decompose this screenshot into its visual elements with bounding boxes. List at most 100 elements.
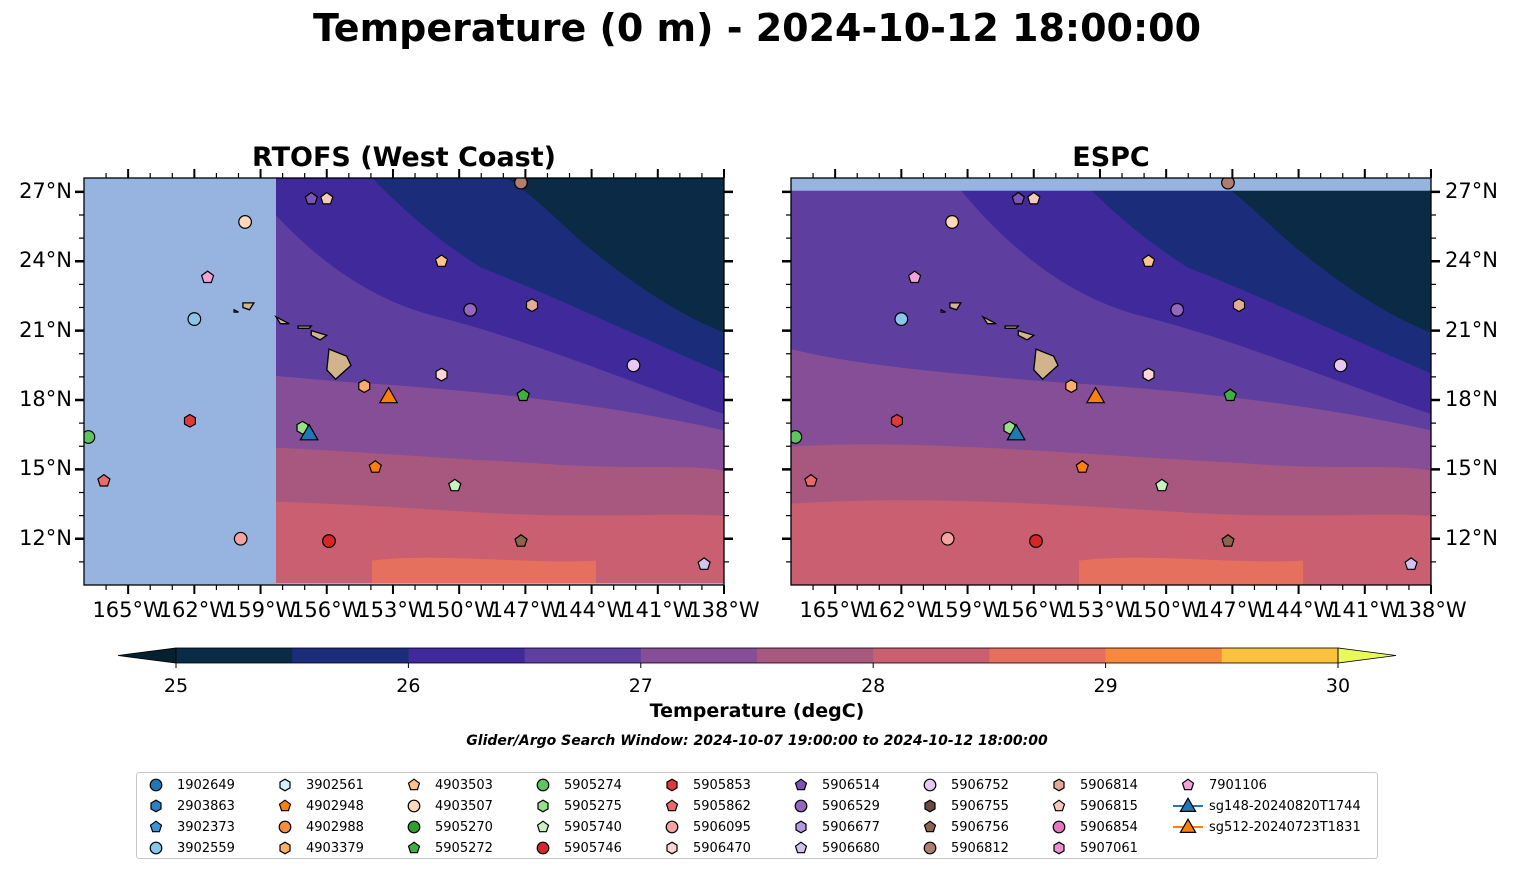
legend-item: 5906095 (655, 817, 751, 837)
legend-circle-icon (794, 799, 808, 813)
legend-marker (666, 778, 678, 792)
float-marker-5905853 (890, 413, 904, 428)
map-panel-espc (791, 178, 1431, 585)
legend-circle-icon (1052, 820, 1066, 834)
legend-hexagon-icon (666, 841, 678, 855)
x-tick-label: 144°W (555, 598, 628, 622)
legend-marker (278, 820, 292, 834)
colorbar-tick-label: 29 (1094, 675, 1118, 697)
x-tick-label: 144°W (1262, 598, 1335, 622)
legend-pentagon-icon (794, 841, 808, 854)
legend-label: 5905746 (564, 840, 622, 856)
y-tick-label: 18°N (19, 387, 72, 411)
colorbar-tick-label: 28 (861, 675, 885, 697)
legend-item: 3902559 (139, 838, 235, 858)
x-tick-label: 156°W (291, 598, 363, 622)
x-tick-label: 165°W (92, 598, 164, 622)
legend-item: 4902988 (268, 817, 364, 837)
colorbar-segment (640, 648, 758, 663)
legend-item: 5905853 (655, 775, 751, 795)
float-marker-5906814 (525, 298, 539, 313)
legend-label: 5905862 (693, 798, 751, 814)
legend: 1902649 2903863 3902373 3902559 3902561 49029… (136, 772, 1378, 859)
legend-item: 1902649 (139, 775, 235, 795)
legend-item: 5906756 (913, 817, 1009, 837)
legend-hexagon-icon (1053, 778, 1065, 792)
legend-label: 2903863 (177, 798, 235, 814)
legend-item: 5905275 (526, 796, 622, 816)
legend-label: 5906514 (822, 777, 880, 793)
legend-label: 4902988 (306, 819, 364, 835)
legend-label: 4903507 (435, 798, 493, 814)
legend-label: 5906470 (693, 840, 751, 856)
colorbar-segment (1221, 648, 1339, 663)
legend-label: 3902373 (177, 819, 235, 835)
legend-marker (1052, 799, 1066, 812)
legend-marker (665, 799, 679, 812)
legend-label: 5906752 (951, 777, 1009, 793)
legend-pentagon-icon (1052, 799, 1066, 812)
legend-pentagon-icon (149, 820, 163, 833)
legend-item: 5906529 (784, 796, 880, 816)
legend-label: 5907061 (1080, 840, 1138, 856)
float-marker-4903379 (358, 379, 371, 394)
x-tick-label: 141°W (622, 598, 694, 622)
legend-marker (923, 841, 937, 855)
legend-pentagon-icon (536, 820, 550, 833)
legend-item: 5905270 (397, 817, 493, 837)
x-tick-label: 153°W (357, 598, 429, 622)
x-tick-label: 162°W (158, 598, 231, 622)
legend-item: 5906514 (784, 775, 880, 795)
legend-hexagon-icon (924, 799, 936, 813)
legend-label: 4902948 (306, 798, 364, 814)
legend-hexagon-icon (666, 778, 678, 792)
y-tick-label: 18°N (1445, 387, 1498, 411)
float-marker-5905746 (322, 534, 336, 548)
legend-item: 5906680 (784, 838, 880, 858)
legend-pentagon-icon (665, 799, 679, 812)
legend-marker (279, 778, 291, 792)
x-tick-label: 150°W (1130, 598, 1202, 622)
legend-circle-icon (923, 841, 937, 855)
x-tick-label: 165°W (799, 598, 871, 622)
x-tick-label: 138°W (1395, 598, 1467, 622)
legend-label: 5906814 (1080, 777, 1138, 793)
legend-label: 5906677 (822, 819, 880, 835)
legend-circle-icon (407, 799, 421, 813)
legend-marker (795, 820, 807, 834)
float-marker-5906814 (1232, 298, 1246, 313)
legend-item: 5905272 (397, 838, 493, 858)
legend-circle-icon (923, 778, 937, 792)
x-tick-label: 138°W (688, 598, 760, 622)
legend-item: 5905740 (526, 817, 622, 837)
y-tick-label: 15°N (19, 456, 72, 481)
x-tick-label: 153°W (1064, 598, 1136, 622)
legend-marker (1181, 778, 1195, 791)
float-marker-5906529 (1170, 302, 1185, 317)
legend-label: 1902649 (177, 777, 235, 793)
legend-label: 5906529 (822, 798, 880, 814)
legend-marker (923, 820, 937, 833)
main-title: Temperature (0 m) - 2024-10-12 18:00:00 (312, 6, 1202, 50)
y-tick-label: 24°N (1445, 248, 1498, 273)
no-data-region (791, 178, 1431, 191)
legend-item: 4902948 (268, 796, 364, 816)
y-tick-label: 15°N (1445, 456, 1498, 481)
legend-marker (279, 841, 291, 855)
legend-marker (407, 799, 421, 813)
float-marker-3902559 (187, 312, 202, 326)
legend-item: 5906815 (1042, 796, 1138, 816)
legend-marker (407, 778, 421, 791)
legend-circle-icon (536, 778, 550, 792)
legend-marker (149, 820, 163, 833)
y-tick-label: 21°N (19, 317, 72, 342)
y-tick-label: 21°N (1445, 317, 1498, 342)
legend-label: 5906854 (1080, 819, 1138, 835)
legend-item: 5906752 (913, 775, 1009, 795)
legend-label: 5905853 (693, 777, 751, 793)
legend-item: sg148-20240820T1744 (1171, 796, 1361, 816)
legend-item: 4903503 (397, 775, 493, 795)
colorbar: 25 26 27 28 29 30 (117, 647, 1397, 697)
legend-hexagon-icon (1053, 841, 1065, 855)
panel-title-rtofs: RTOFS (West Coast) (252, 142, 556, 173)
